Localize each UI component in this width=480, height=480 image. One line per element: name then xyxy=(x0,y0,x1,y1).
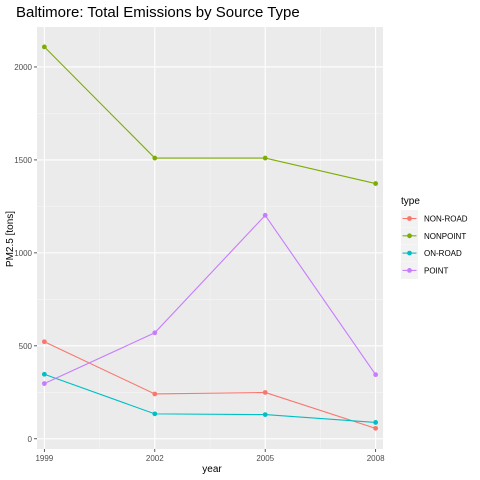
y-tick-label: 1000 xyxy=(14,249,32,258)
series-non-road xyxy=(41,339,379,431)
legend-item-on-road: ON-ROAD xyxy=(401,244,462,262)
y-tick-label: 0 xyxy=(28,435,33,444)
series-line-on-road xyxy=(44,373,376,423)
x-tick-label: 2002 xyxy=(146,454,164,463)
legend-key-point xyxy=(407,250,412,256)
legend-item-non-road: NON-ROAD xyxy=(401,210,468,227)
x-tick-label: 2008 xyxy=(367,454,385,463)
chart-title: Baltimore: Total Emissions by Source Typ… xyxy=(16,4,300,21)
data-point-point xyxy=(41,381,47,386)
data-point-point xyxy=(262,212,268,218)
series-line-non-road xyxy=(44,341,376,429)
legend-item-point: POINT xyxy=(401,261,449,279)
data-point-non-road xyxy=(262,390,268,395)
data-point-non-road xyxy=(373,425,379,431)
legend-label: ON-ROAD xyxy=(424,249,462,258)
data-point-on-road xyxy=(152,411,158,417)
data-point-on-road xyxy=(373,420,379,425)
legend-item-nonpoint: NONPOINT xyxy=(401,227,466,245)
series-line-nonpoint xyxy=(43,46,376,185)
legend: type NON-ROAD NONPOINT ON-ROAD POINT xyxy=(401,196,468,279)
legend-key-point xyxy=(407,233,412,239)
data-point-non-road xyxy=(152,391,158,397)
series-point xyxy=(41,212,379,386)
legend-title: type xyxy=(401,196,420,207)
data-point-on-road xyxy=(262,412,268,418)
data-point-nonpoint xyxy=(262,155,268,161)
x-tick-label: 1999 xyxy=(35,454,53,463)
y-axis-title: PM2.5 [tons] xyxy=(5,211,16,267)
legend-key-point xyxy=(407,216,412,221)
x-tick-label: 2005 xyxy=(256,454,274,463)
legend-key-point xyxy=(407,268,412,273)
legend-label: POINT xyxy=(424,266,449,275)
data-point-nonpoint xyxy=(373,181,379,186)
data-point-point xyxy=(152,330,158,336)
data-point-point xyxy=(373,372,379,378)
data-point-non-road xyxy=(41,339,47,345)
x-axis-title: year xyxy=(202,464,222,475)
data-point-on-road xyxy=(41,371,47,377)
legend-label: NON-ROAD xyxy=(424,215,468,224)
legend-label: NONPOINT xyxy=(424,232,466,241)
y-tick-label: 2000 xyxy=(14,63,32,72)
data-point-nonpoint xyxy=(41,44,47,50)
grid-major xyxy=(37,27,383,449)
x-axis: 1999 2002 2005 2008 xyxy=(35,449,385,463)
series-on-road xyxy=(41,371,379,425)
series-line-point xyxy=(44,214,377,385)
series-layer xyxy=(41,44,379,431)
y-tick-label: 1500 xyxy=(14,156,32,165)
y-tick-label: 500 xyxy=(19,342,33,351)
data-point-nonpoint xyxy=(152,155,158,161)
y-axis: 0 500 1000 1500 2000 xyxy=(14,63,37,444)
series-nonpoint xyxy=(41,44,379,186)
